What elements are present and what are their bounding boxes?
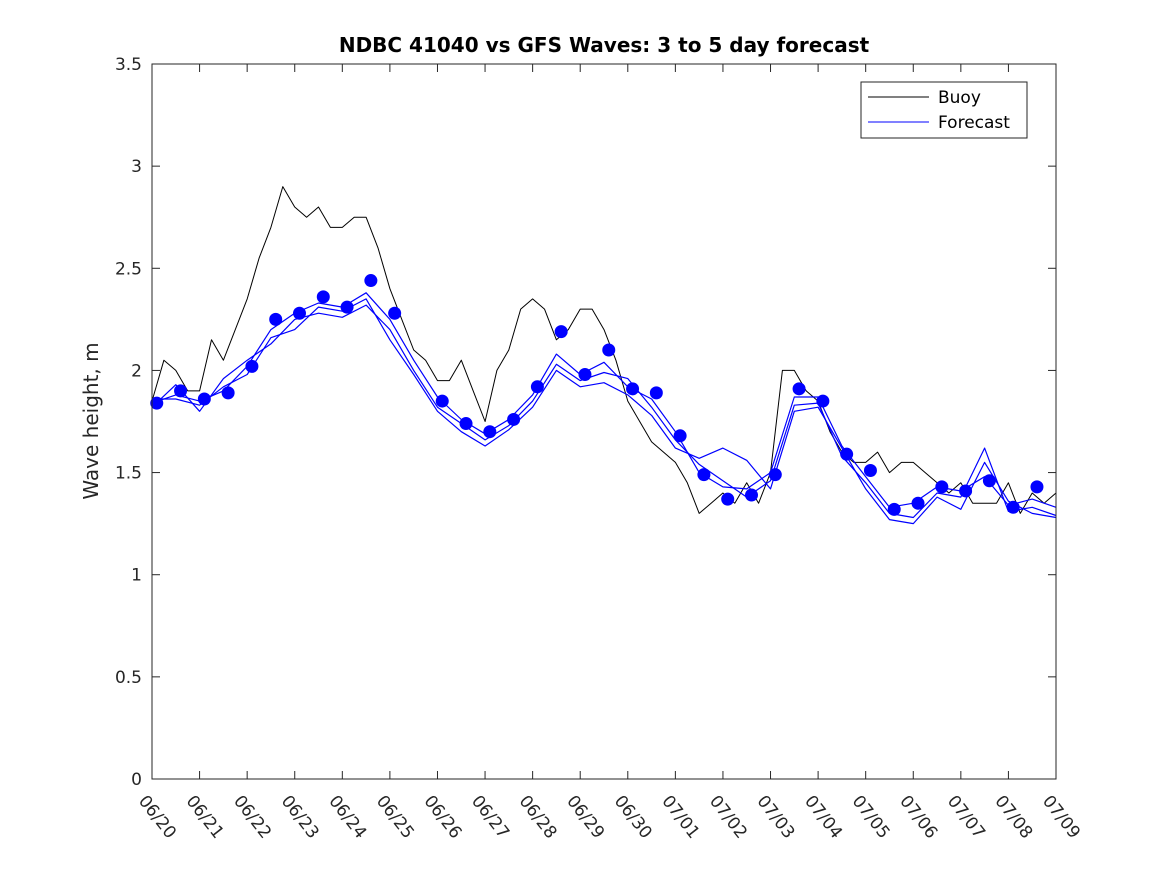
- x-tick-label: 07/01: [657, 792, 703, 843]
- forecast-marker: [935, 480, 949, 494]
- x-tick-label: 06/29: [562, 792, 608, 843]
- chart-title: NDBC 41040 vs GFS Waves: 3 to 5 day fore…: [339, 33, 870, 57]
- forecast-marker: [626, 382, 640, 396]
- forecast-marker: [530, 380, 544, 394]
- forecast-marker: [816, 394, 830, 408]
- forecast-marker: [269, 312, 283, 326]
- marker-layer: [150, 274, 1044, 516]
- legend-buoy-label: Buoy: [938, 88, 981, 108]
- forecast-marker: [959, 484, 973, 498]
- legend-forecast-label: Forecast: [938, 113, 1010, 133]
- buoy-series-line: [151, 186, 1057, 514]
- forecast-marker: [435, 394, 449, 408]
- x-tick-label: 07/09: [1038, 792, 1084, 843]
- y-tick-label: 3: [131, 157, 142, 177]
- plot-background: [152, 64, 1056, 779]
- forecast-marker: [197, 392, 211, 406]
- y-tick-label: 1.5: [115, 464, 142, 484]
- forecast-marker: [245, 359, 259, 373]
- forecast-marker: [174, 384, 188, 398]
- forecast-marker: [221, 386, 235, 400]
- x-tick-label: 07/02: [705, 792, 751, 843]
- forecast-marker: [982, 474, 996, 488]
- forecast-marker: [602, 343, 616, 357]
- forecast-marker: [721, 492, 735, 506]
- forecast-marker: [554, 325, 568, 339]
- y-tick-label: 2: [131, 361, 142, 381]
- legend: Buoy Forecast: [860, 81, 1028, 139]
- forecast-marker: [388, 306, 402, 320]
- forecast-series-line-3: [152, 298, 1057, 525]
- x-tick-label: 06/27: [467, 792, 513, 843]
- x-tick-label: 06/22: [229, 792, 275, 843]
- plot-frame: [151, 63, 1057, 780]
- x-tick-label: 06/23: [277, 792, 323, 843]
- forecast-marker: [150, 396, 164, 410]
- forecast-marker: [673, 429, 687, 443]
- forecast-marker: [649, 386, 663, 400]
- x-tick-label: 06/26: [420, 792, 466, 843]
- x-tick-label: 06/30: [610, 792, 656, 843]
- forecast-marker: [768, 468, 782, 482]
- forecast-marker: [863, 464, 877, 478]
- y-tick-label: 1: [131, 566, 142, 586]
- forecast-marker: [840, 447, 854, 461]
- x-tick-label: 06/20: [134, 792, 180, 843]
- y-tick-label: 3.5: [115, 55, 142, 75]
- x-tick-label: 07/08: [990, 792, 1036, 843]
- y-tick-label: 0: [131, 770, 142, 790]
- forecast-marker: [792, 382, 806, 396]
- plot-area: [150, 63, 1057, 780]
- y-tick-label: 2.5: [115, 259, 142, 279]
- forecast-marker: [578, 368, 592, 382]
- forecast-marker: [364, 274, 378, 288]
- x-tick-label: 07/07: [943, 792, 989, 843]
- forecast-marker: [697, 468, 711, 482]
- y-tick-label: 0.5: [115, 668, 142, 688]
- y-axis-label: Wave height, m: [79, 342, 103, 499]
- forecast-marker: [292, 306, 306, 320]
- forecast-marker: [744, 488, 758, 502]
- forecast-marker: [887, 502, 901, 516]
- x-tick-label: 07/03: [753, 792, 799, 843]
- x-tick-label: 07/06: [895, 792, 941, 843]
- forecast-marker: [483, 425, 497, 439]
- x-tick-label: 06/28: [515, 792, 561, 843]
- forecast-marker: [316, 290, 330, 304]
- legend-box: [860, 81, 1028, 139]
- forecast-marker: [340, 300, 354, 314]
- forecast-marker: [911, 496, 925, 510]
- forecast-marker: [459, 417, 473, 431]
- x-tick-label: 06/25: [372, 792, 418, 843]
- x-tick-label: 06/24: [324, 792, 370, 843]
- x-tick-label: 06/21: [182, 792, 228, 843]
- x-tick-label: 07/04: [800, 792, 846, 843]
- forecast-marker: [1030, 480, 1044, 494]
- y-axis: 0 0.5 1 1.5 2 2.5 3 3.5: [115, 55, 1056, 790]
- forecast-marker: [1006, 500, 1020, 514]
- forecast-marker: [507, 412, 521, 426]
- x-tick-label: 07/05: [848, 792, 894, 843]
